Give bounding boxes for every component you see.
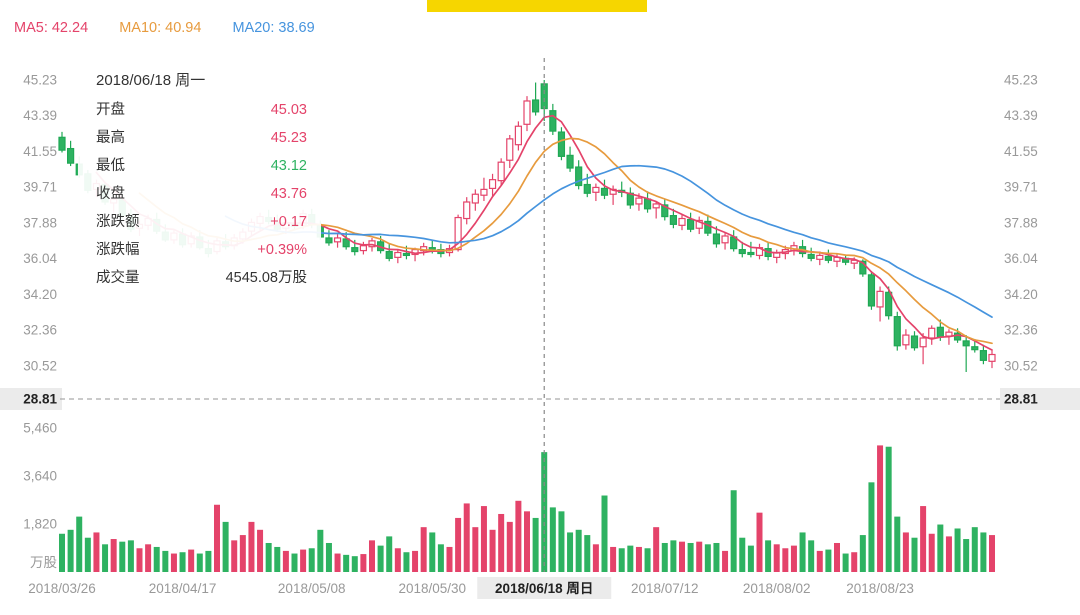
tooltip-row-label: 最高 xyxy=(96,130,125,146)
svg-text:34.20: 34.20 xyxy=(1004,287,1038,302)
tooltip-row-value: +0.39% xyxy=(257,242,307,258)
tooltip-row-value: 45.23 xyxy=(270,130,307,146)
x-tick: 2018/08/02 xyxy=(743,581,811,596)
svg-text:37.88: 37.88 xyxy=(1004,215,1038,230)
x-tick: 2018/05/30 xyxy=(398,581,466,596)
x-tick: 2018/07/12 xyxy=(631,581,699,596)
x-tick: 2018/03/26 xyxy=(28,581,96,596)
svg-text:37.88: 37.88 xyxy=(23,215,57,230)
x-tick: 2018/08/23 xyxy=(846,581,914,596)
svg-text:3,640: 3,640 xyxy=(23,469,57,484)
x-tick-highlight: 2018/06/18 周日 xyxy=(495,581,593,596)
tooltip-row-value: +0.17 xyxy=(270,214,307,230)
tooltip-row: 收盘 43.76 xyxy=(78,180,321,208)
svg-text:28.81: 28.81 xyxy=(1004,392,1038,407)
svg-text:39.71: 39.71 xyxy=(1004,180,1038,195)
svg-text:5,460: 5,460 xyxy=(23,421,57,436)
svg-text:43.39: 43.39 xyxy=(23,108,57,123)
tooltip-row-label: 涨跌额 xyxy=(96,214,140,230)
svg-text:34.20: 34.20 xyxy=(23,287,57,302)
volume-bars-group xyxy=(59,445,995,572)
price-axis-right: 45.23 43.39 41.55 39.71 37.88 36.04 34.20 32.36… xyxy=(1004,73,1038,374)
svg-text:30.52: 30.52 xyxy=(1004,358,1038,373)
svg-text:41.55: 41.55 xyxy=(1004,144,1038,159)
tooltip: 2018/06/18 周一 开盘 45.03 最高 45.23 最低 43.12 收盘 43.… xyxy=(78,60,321,302)
svg-text:45.23: 45.23 xyxy=(1004,73,1038,88)
volume-unit-label: 万股 xyxy=(30,555,57,570)
volume-axis: 5,460 3,640 1,820 万股 xyxy=(23,421,57,571)
x-tick: 2018/05/08 xyxy=(278,581,346,596)
svg-text:32.36: 32.36 xyxy=(23,323,57,338)
ma20-line xyxy=(224,164,993,318)
tooltip-row: 最高 45.23 xyxy=(78,124,321,152)
tooltip-row: 开盘 45.03 xyxy=(78,96,321,124)
svg-text:30.52: 30.52 xyxy=(23,358,57,373)
svg-text:43.39: 43.39 xyxy=(1004,108,1038,123)
svg-text:36.04: 36.04 xyxy=(23,251,57,266)
svg-text:32.36: 32.36 xyxy=(1004,323,1038,338)
tooltip-row-value: 4545.08万股 xyxy=(225,270,307,286)
tooltip-row-value: 43.12 xyxy=(270,158,307,174)
reference-price-label-left: 28.81 xyxy=(0,388,62,410)
tooltip-row-label: 成交量 xyxy=(96,270,140,286)
tooltip-row: 涨跌额 +0.17 xyxy=(78,208,321,236)
svg-text:36.04: 36.04 xyxy=(1004,251,1038,266)
tooltip-row: 最低 43.12 xyxy=(78,152,321,180)
tooltip-row-value: 43.76 xyxy=(270,186,307,202)
tooltip-date: 2018/06/18 周一 xyxy=(96,72,206,89)
title-highlight-bar xyxy=(427,0,647,12)
tooltip-row-label: 收盘 xyxy=(96,186,125,202)
tooltip-row-value: 45.03 xyxy=(270,102,307,118)
ma-legend: MA5: 42.24 MA10: 40.94 MA20: 38.69 xyxy=(14,20,342,36)
ma20-legend-label: MA20: 38.69 xyxy=(232,20,315,36)
price-axis-left: 45.23 43.39 41.55 39.71 37.88 36.04 34.20 32.36… xyxy=(23,73,57,374)
svg-text:39.71: 39.71 xyxy=(23,180,57,195)
x-axis: 2018/03/26 2018/04/17 2018/05/08 2018/05/30… xyxy=(28,577,914,599)
ma10-legend-label: MA10: 40.94 xyxy=(119,20,202,36)
tooltip-row-label: 开盘 xyxy=(96,102,125,118)
tooltip-rows: 开盘 45.03 最高 45.23 最低 43.12 收盘 43.76 涨跌额 +0.17 涨跌幅 +… xyxy=(78,96,321,292)
ma5-legend-label: MA5: 42.24 xyxy=(14,20,89,36)
tooltip-row: 成交量 4545.08万股 xyxy=(78,264,321,292)
x-tick: 2018/04/17 xyxy=(149,581,217,596)
svg-text:41.55: 41.55 xyxy=(23,144,57,159)
tooltip-row-label: 涨跌幅 xyxy=(96,242,140,258)
reference-price-label-right: 28.81 xyxy=(1000,388,1080,410)
tooltip-row-label: 最低 xyxy=(96,158,125,174)
svg-text:28.81: 28.81 xyxy=(23,392,57,407)
svg-text:1,820: 1,820 xyxy=(23,517,57,532)
tooltip-row: 涨跌幅 +0.39% xyxy=(78,236,321,264)
svg-text:45.23: 45.23 xyxy=(23,73,57,88)
